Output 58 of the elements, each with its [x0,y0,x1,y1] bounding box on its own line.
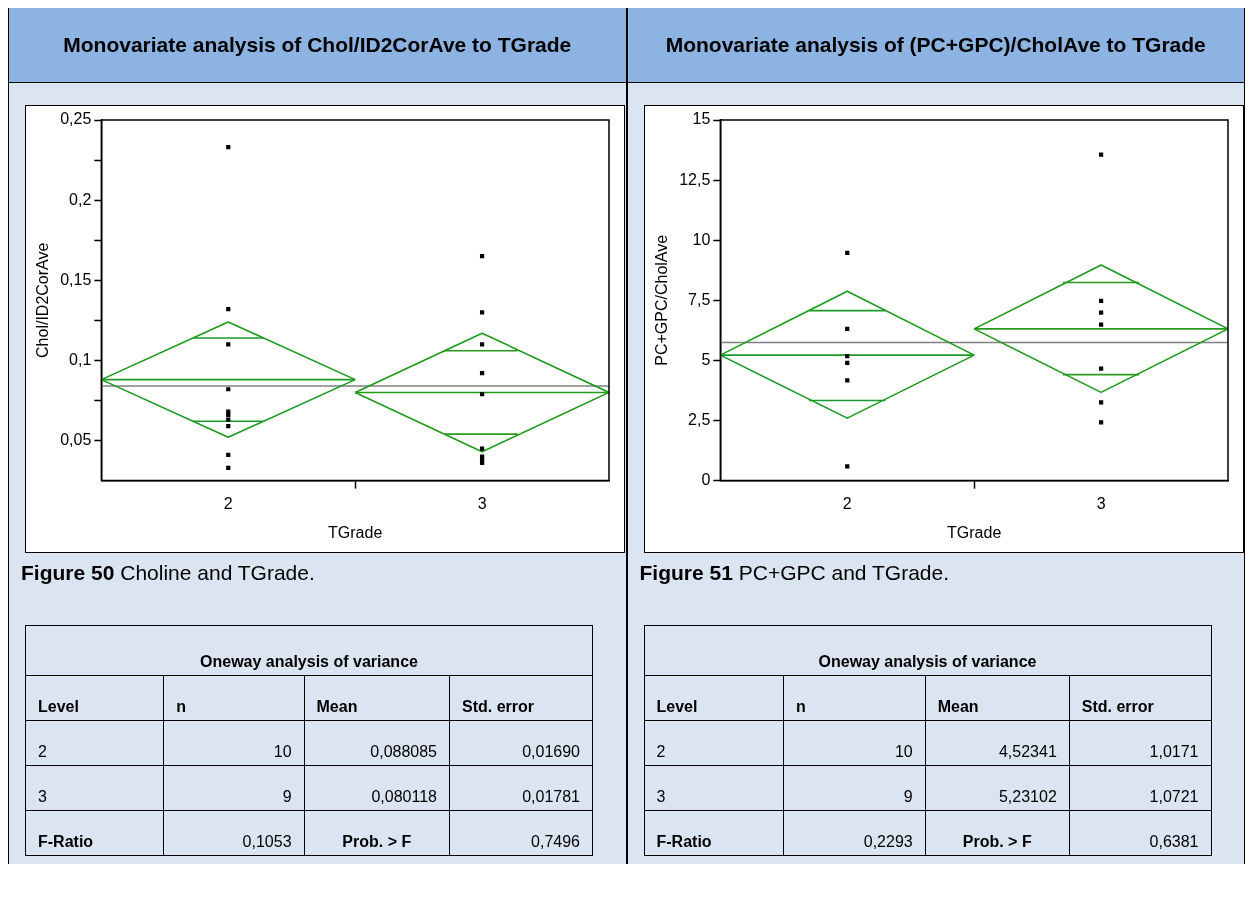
y-tick-label: 0,2 [69,190,92,208]
text: Oneway analysis of variance [644,625,1211,676]
text: Prob. > F [925,810,1070,856]
y-axis-title: PC+GPC/CholAve [652,234,670,366]
y-tick-label: 2,5 [687,410,710,428]
text: 3 [25,765,164,811]
x-tick-label: 2 [223,494,233,512]
text: Std. error [1069,675,1211,721]
text: Oneway analysis of variance [25,625,593,676]
text: Std. error [449,675,593,721]
text: 2 [644,720,784,766]
text: 5,23102 [925,765,1070,811]
text: Prob. > F [304,810,450,856]
text: F-Ratio [644,810,784,856]
y-tick-label: 0,15 [60,270,92,288]
y-tick-label: 0,05 [60,430,92,448]
y-tick-label: 0 [700,471,710,489]
text: 1,0721 [1069,765,1211,811]
y-tick-label: 0,1 [69,350,92,368]
caption: Figure 51 PC+GPC and TGrade. [639,561,951,585]
text: F-Ratio [25,810,164,856]
text: Level [25,675,164,721]
x-tick-label: 3 [477,494,487,512]
text: 3 [644,765,784,811]
y-tick-label: 12,5 [678,170,710,188]
y-tick-label: 7,5 [687,290,710,308]
chart-title: Monovariate analysis of (PC+GPC)/CholAve to TGrade [627,8,1244,83]
text: 9 [783,765,926,811]
text: Mean [925,675,1070,721]
x-tick-label: 3 [1096,494,1106,512]
text: 0,080118 [304,765,450,811]
text: Level [644,675,784,721]
text: 1,0171 [1069,720,1211,766]
y-tick-label: 15 [692,110,710,128]
y-tick-label: 10 [692,230,710,248]
x-axis-title: TGrade [946,523,1001,541]
text: 10 [163,720,305,766]
y-tick-label: 5 [700,350,710,368]
text: n [783,675,926,721]
text: 0,7496 [449,810,593,856]
text: n [163,675,305,721]
caption: Figure 50 Choline and TGrade. [21,561,316,585]
text: 9 [163,765,305,811]
text: 0,6381 [1069,810,1211,856]
x-tick-label: 2 [842,494,852,512]
chart-title: Monovariate analysis of Chol/ID2CorAve to TGrade [9,8,626,83]
text: 0,088085 [304,720,450,766]
text: Mean [304,675,450,721]
y-tick-label: 0,25 [60,110,92,128]
text: 0,01781 [449,765,593,811]
text: 10 [783,720,926,766]
y-axis-title: Chol/ID2CorAve [34,242,52,358]
text: 0,01690 [449,720,593,766]
text: 2 [25,720,164,766]
x-axis-title: TGrade [328,523,383,541]
text: 4,52341 [925,720,1070,766]
text: 0,2293 [783,810,926,856]
text: 0,1053 [163,810,305,856]
